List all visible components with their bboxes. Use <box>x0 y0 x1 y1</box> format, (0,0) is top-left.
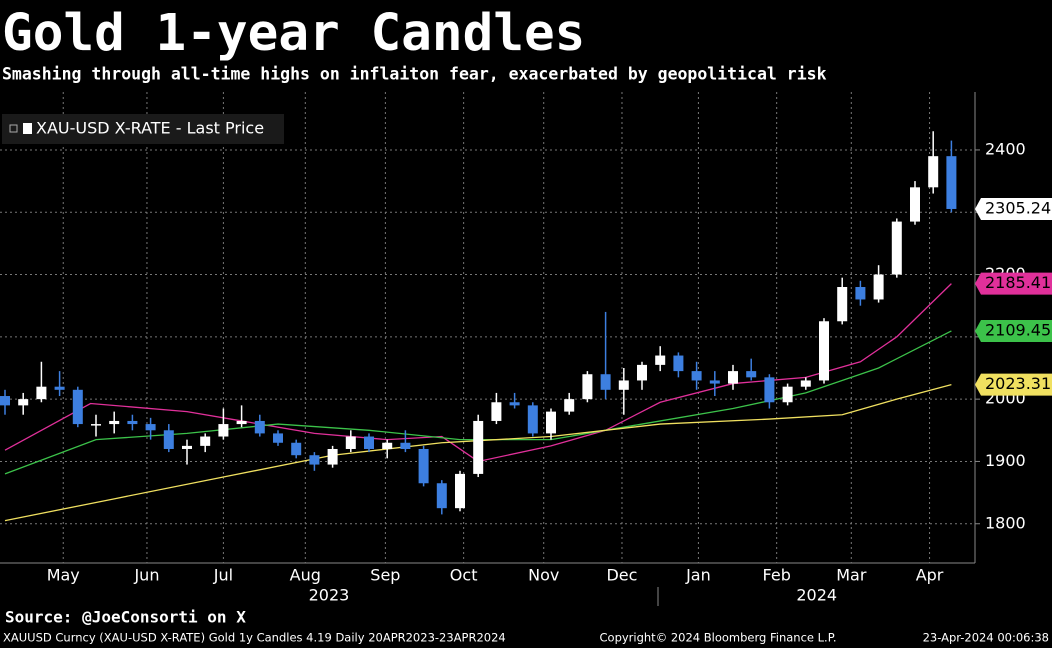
y-tick-label: 1800 <box>985 513 1026 532</box>
candle-body <box>873 274 884 300</box>
candle-body <box>109 420 120 425</box>
legend-icon <box>9 124 18 133</box>
price-tag <box>975 272 1052 295</box>
candle-body <box>254 420 265 434</box>
candle-body <box>345 436 356 449</box>
candle-body <box>72 389 83 425</box>
x-tick-label: Nov <box>528 566 559 585</box>
candle-body <box>764 377 775 403</box>
candle-body <box>0 396 10 406</box>
candle-body <box>564 399 575 412</box>
candle-body <box>691 371 702 381</box>
candle-body <box>855 287 866 300</box>
candle-body <box>200 436 211 446</box>
candle-body <box>782 386 793 403</box>
x-tick-label: Aug <box>290 566 321 585</box>
candle-body <box>910 187 920 222</box>
candle-body <box>273 433 283 443</box>
candle-body <box>291 442 302 456</box>
x-tick-label: Mar <box>836 566 867 585</box>
y-tick-label: 2400 <box>985 139 1026 158</box>
price-tag-label: 2109.45 <box>985 320 1051 339</box>
candle-body <box>491 402 502 421</box>
candle-body <box>600 374 611 390</box>
candle-body <box>327 448 338 465</box>
candle-body <box>709 380 720 384</box>
candle-body <box>637 364 647 381</box>
candle-body <box>163 430 174 449</box>
candle-body <box>509 402 520 406</box>
candle-body <box>18 399 29 406</box>
price-tag <box>975 319 1052 342</box>
year-label: 2024 <box>796 586 837 605</box>
legend-box <box>2 114 284 144</box>
x-tick-label: Jun <box>133 566 159 585</box>
candle-body <box>418 448 429 484</box>
candle-body <box>546 411 556 434</box>
x-tick-label: May <box>47 566 80 585</box>
candle-body <box>618 380 629 390</box>
x-tick-label: Apr <box>916 566 944 585</box>
price-tag-label: 2305.24 <box>985 198 1051 217</box>
candle-body <box>891 221 902 275</box>
candle-body <box>819 321 829 381</box>
legend-swatch <box>23 123 32 134</box>
x-tick-label: Oct <box>450 566 478 585</box>
candle-body <box>145 424 156 431</box>
candle-body <box>746 371 757 378</box>
candle-body <box>473 420 484 474</box>
candle-body <box>182 445 192 449</box>
candle-body <box>400 442 411 449</box>
candle-body <box>364 436 374 449</box>
chart-subtitle: Smashing through all-time highs on infla… <box>2 65 827 84</box>
candle-body <box>837 287 848 322</box>
price-tag <box>975 197 1052 220</box>
price-tag-label: 2023.31 <box>985 374 1051 393</box>
candle-body <box>382 442 393 449</box>
year-label: 2023 <box>309 586 350 605</box>
candle-body <box>309 455 320 465</box>
candle-body <box>800 380 811 387</box>
plot-area <box>0 92 975 563</box>
x-tick-label: Sep <box>370 566 400 585</box>
candle-body <box>655 355 666 365</box>
footer-center: Copyright© 2024 Bloomberg Finance L.P. <box>600 631 837 645</box>
candle-body <box>527 405 538 434</box>
price-tag-label: 2185.41 <box>985 273 1051 292</box>
candle-body <box>582 374 593 400</box>
candle-body <box>455 473 465 509</box>
x-tick-label: Dec <box>606 566 637 585</box>
source: Source: @JoeConsorti on X <box>5 608 246 627</box>
candle-body <box>728 371 738 384</box>
candle-body <box>91 424 101 426</box>
chart-title: Gold 1-year Candles <box>2 4 585 63</box>
y-tick-label: 1900 <box>985 451 1026 470</box>
candle-body <box>127 420 138 425</box>
candle-body <box>946 156 957 209</box>
candle-body <box>673 355 684 372</box>
candle-body <box>54 386 65 390</box>
x-tick-label: Feb <box>763 566 791 585</box>
moving-average <box>4 283 952 463</box>
candle-body <box>218 424 229 437</box>
candle-body <box>928 156 939 188</box>
candle-body <box>36 386 47 400</box>
x-tick-label: Jan <box>685 566 711 585</box>
legend-label: XAU-USD X-RATE - Last Price <box>36 119 264 138</box>
footer-left: XAUUSD Curncy (XAU-USD X-RATE) Gold 1y C… <box>3 631 506 645</box>
candle-body <box>436 483 447 509</box>
x-tick-label: Jul <box>213 566 233 585</box>
footer-right: 23-Apr-2024 00:06:38 <box>923 631 1049 645</box>
candle-body <box>236 420 247 425</box>
price-tag <box>975 373 1052 396</box>
